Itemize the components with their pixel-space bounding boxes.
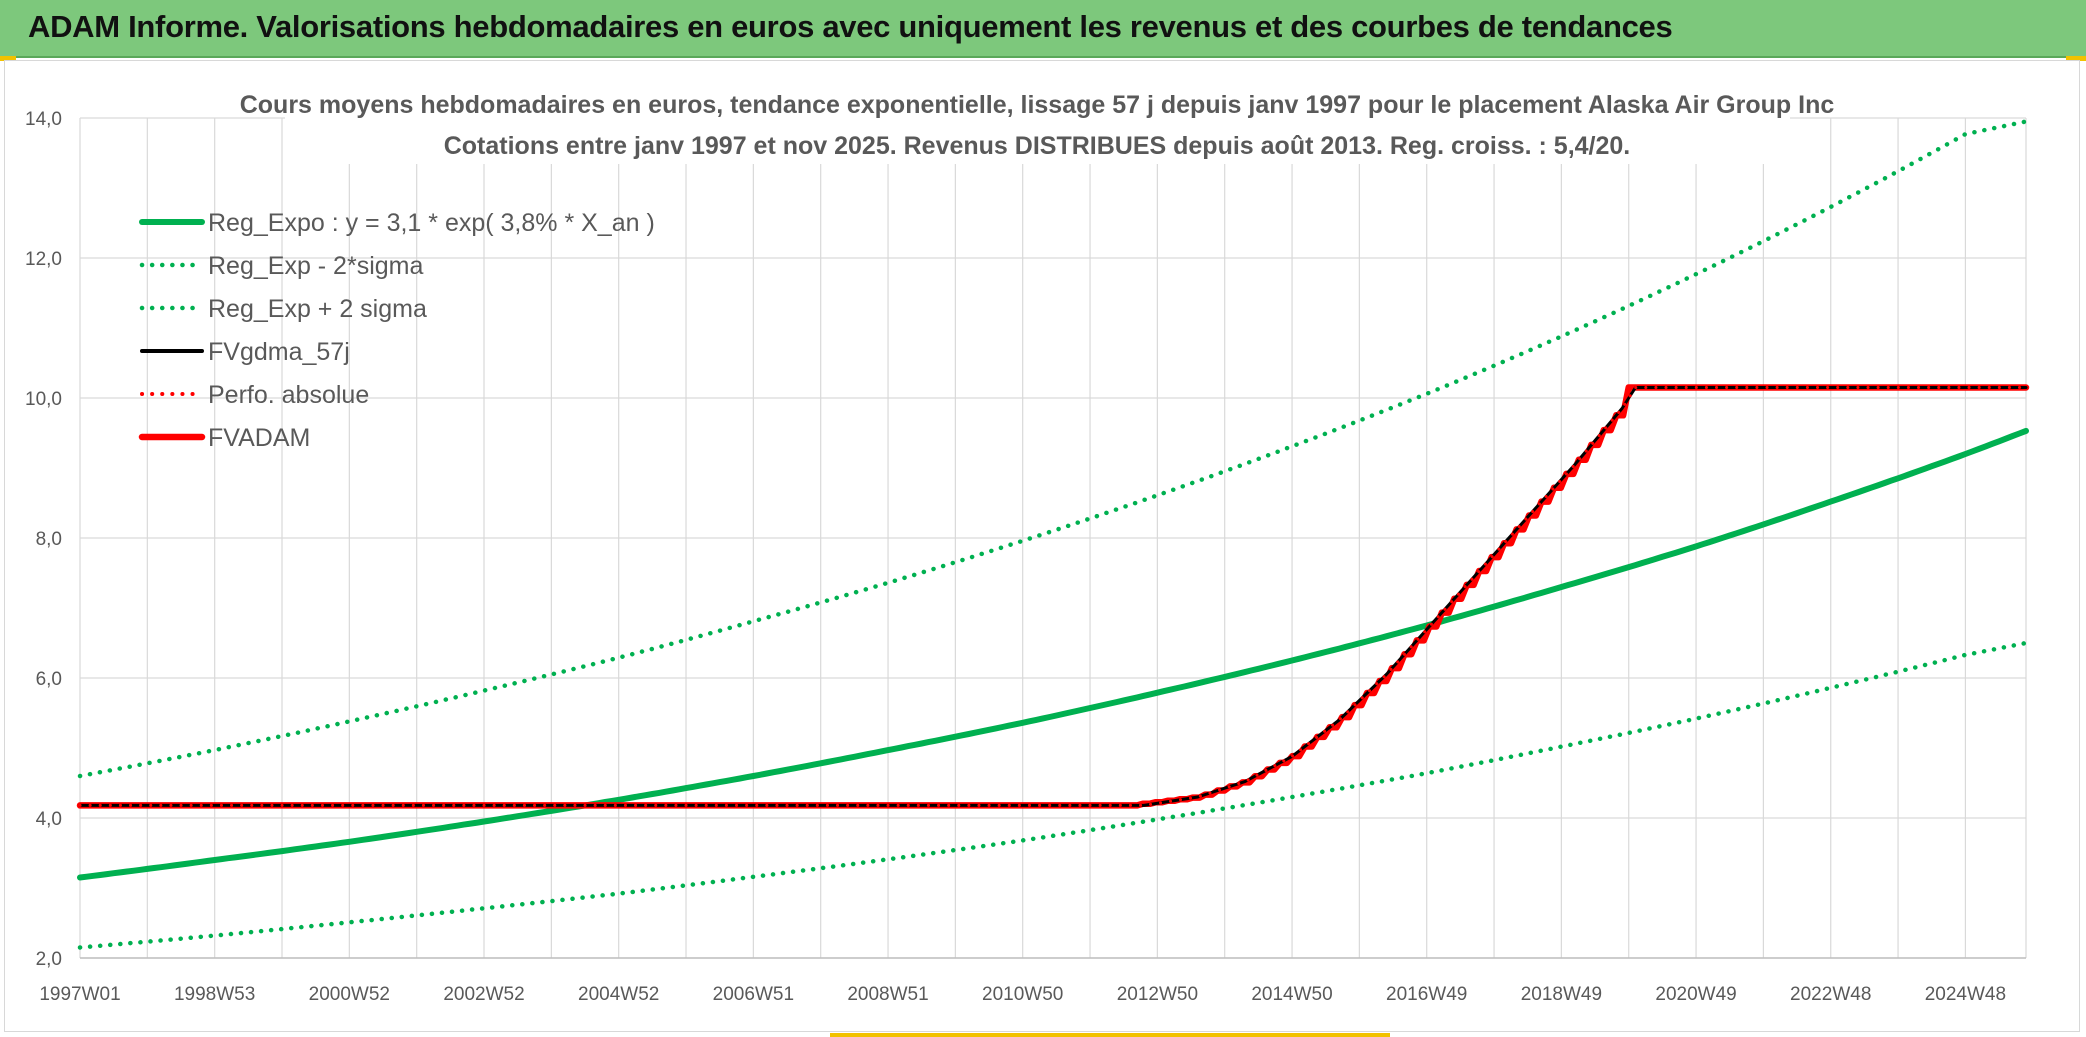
x-tick-label: 1998W53 bbox=[174, 984, 255, 1005]
y-tick-label: 10,0 bbox=[25, 389, 62, 410]
corner-mark-left bbox=[0, 56, 16, 61]
corner-mark-bottom bbox=[830, 1033, 1390, 1037]
y-tick-label: 8,0 bbox=[36, 529, 62, 550]
series-reg-expo bbox=[77, 427, 2029, 881]
x-tick-label: 2000W52 bbox=[309, 984, 390, 1005]
grid bbox=[79, 117, 2027, 959]
y-tick-label: 12,0 bbox=[25, 249, 62, 270]
x-tick-label: 2020W49 bbox=[1655, 984, 1736, 1005]
x-tick-label: 2016W49 bbox=[1386, 984, 1467, 1005]
x-tick-label: 1997W01 bbox=[39, 984, 120, 1005]
x-tick-label: 2024W48 bbox=[1925, 984, 2006, 1005]
legend-label: Reg_Exp + 2 sigma bbox=[208, 295, 427, 323]
y-tick-label: 4,0 bbox=[36, 809, 62, 830]
x-tick-label: 2004W52 bbox=[578, 984, 659, 1005]
legend: Reg_Expo : y = 3,1 * exp( 3,8% * X_an ) R… bbox=[138, 209, 655, 452]
x-tick-label: 2012W50 bbox=[1117, 984, 1198, 1005]
series-fvadam bbox=[76, 384, 2030, 809]
y-tick-label: 2,0 bbox=[36, 949, 62, 970]
x-tick-label: 2002W52 bbox=[443, 984, 524, 1005]
x-tick-label: 2014W50 bbox=[1251, 984, 1332, 1005]
x-tick-label: 2010W50 bbox=[982, 984, 1063, 1005]
corner-mark-right bbox=[2066, 56, 2086, 61]
x-tick-label: 2008W51 bbox=[847, 984, 928, 1005]
header-bar: ADAM Informe. Valorisations hebdomadaire… bbox=[0, 0, 2086, 58]
title-background bbox=[285, 84, 1790, 164]
tick-layer: 2,0 4,0 6,0 8,0 10,0 12,0 14,0 1997W01 1998W53 20… bbox=[25, 109, 2006, 1005]
page-title: ADAM Informe. Valorisations hebdomadaire… bbox=[28, 9, 1673, 44]
series-layer bbox=[76, 119, 2030, 950]
x-tick-label: 2022W48 bbox=[1790, 984, 1871, 1005]
chart-subtitle: Cotations entre janv 1997 et nov 2025. R… bbox=[444, 132, 1631, 160]
legend-label: Reg_Exp - 2*sigma bbox=[208, 252, 423, 280]
x-tick-label: 2018W49 bbox=[1521, 984, 1602, 1005]
series-reg-plus-2sigma bbox=[77, 119, 2029, 779]
legend-label: Perfo. absolue bbox=[208, 381, 369, 409]
series-fvgdma bbox=[78, 386, 2028, 807]
legend-label: FVADAM bbox=[208, 424, 310, 452]
legend-label: FVgdma_57j bbox=[208, 338, 350, 366]
title-layer: Cours moyens hebdomadaires en euros, ten… bbox=[240, 84, 1835, 164]
y-tick-label: 14,0 bbox=[25, 109, 62, 130]
x-tick-label: 2006W51 bbox=[713, 984, 794, 1005]
chart-title: Cours moyens hebdomadaires en euros, ten… bbox=[240, 91, 1835, 119]
series-perfo-absolue bbox=[78, 386, 2028, 807]
series-reg-minus-2sigma bbox=[77, 640, 2029, 950]
chart-frame bbox=[4, 60, 2080, 1032]
y-tick-label: 6,0 bbox=[36, 669, 62, 690]
legend-label: Reg_Expo : y = 3,1 * exp( 3,8% * X_an ) bbox=[208, 209, 655, 237]
